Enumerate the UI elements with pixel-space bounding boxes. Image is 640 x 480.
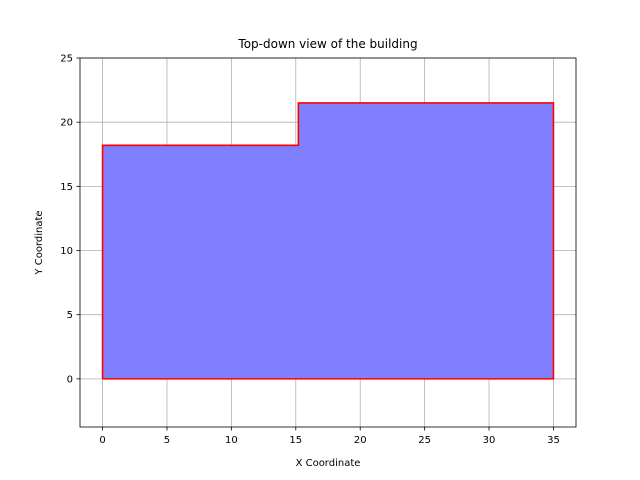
y-tick-label: 10 <box>60 246 73 257</box>
building-outline <box>101 102 555 380</box>
y-tick-label: 5 <box>67 310 73 321</box>
y-axis-label: Y Coordinate <box>34 210 45 275</box>
x-tick-label: 5 <box>164 435 170 446</box>
x-tick-label: 20 <box>354 435 367 446</box>
y-tick-label: 20 <box>60 118 73 129</box>
ticks: 0 5 10 15 20 25 30 35 0 5 10 15 20 25 <box>60 54 560 447</box>
axes-frame <box>79 57 577 428</box>
y-tick-label: 25 <box>60 54 73 65</box>
x-axis-label: X Coordinate <box>296 458 361 469</box>
y-tick-label: 15 <box>60 182 73 193</box>
y-tick-label: 0 <box>67 374 73 385</box>
x-tick-label: 0 <box>99 435 105 446</box>
chart-title: Top-down view of the building <box>237 37 417 51</box>
x-tick-label: 25 <box>418 435 431 446</box>
x-tick-label: 35 <box>547 435 560 446</box>
plot-area <box>101 102 555 380</box>
x-tick-label: 15 <box>289 435 302 446</box>
building-footprint-fill <box>102 102 554 379</box>
x-tick-label: 10 <box>225 435 238 446</box>
x-tick-label: 30 <box>483 435 496 446</box>
